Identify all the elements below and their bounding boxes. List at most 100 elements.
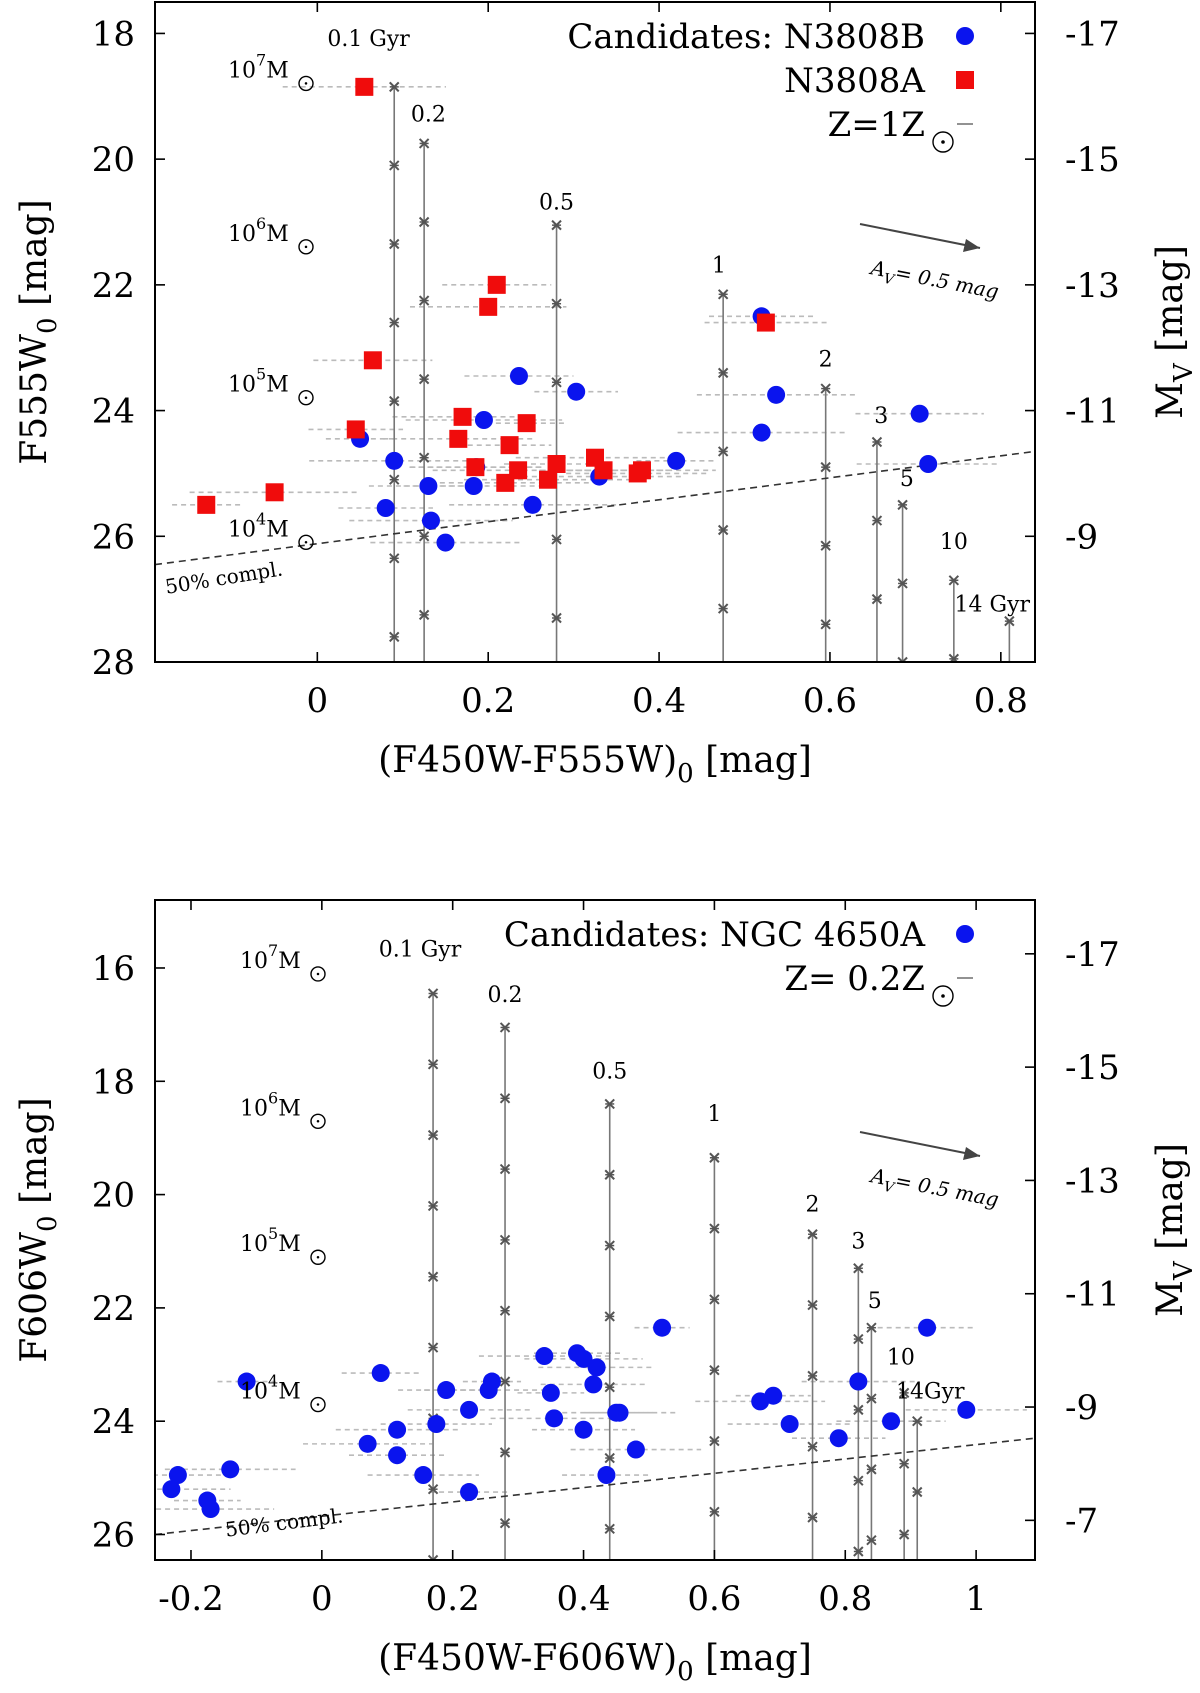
blue-candidate-series [162, 1318, 976, 1519]
legend-entry-label: Z=1Z [828, 105, 925, 145]
completeness-label: 50% compl. [163, 557, 284, 599]
mass-label-sun [310, 1249, 326, 1265]
data-point-circle [829, 1429, 848, 1448]
track-cross-marker [898, 1387, 910, 1399]
data-point-circle [509, 367, 528, 385]
data-point-square [756, 313, 775, 332]
track-age-label: 0.2 [488, 983, 523, 1008]
cross-stroke [431, 1554, 439, 1560]
mass-label-sun-dot [316, 1403, 320, 1406]
mass-label-sun-dot [316, 972, 320, 976]
x-tick-label: 0 [311, 1579, 333, 1619]
data-point-square [509, 461, 528, 480]
mass-label: 107M [228, 50, 289, 83]
track-cross-marker [427, 1554, 439, 1560]
track-cross-marker [871, 593, 883, 605]
y-tick-label: 16 [92, 949, 135, 989]
data-point-circle [419, 477, 438, 495]
data-point-circle [523, 495, 542, 514]
track-cross-marker [897, 578, 908, 589]
track-cross-marker [709, 1365, 720, 1376]
data-point-circle [198, 1491, 217, 1510]
mass-label: 106M [228, 214, 289, 247]
track-cross-marker [551, 298, 562, 309]
x-tick-label: 0.4 [557, 1579, 611, 1619]
y2-tick-label: -13 [1065, 266, 1120, 306]
track-cross-marker [866, 1464, 877, 1475]
y2-tick-label: -7 [1065, 1501, 1098, 1541]
reddening-label: AV= 0.5 mag [866, 1163, 1001, 1217]
track-cross-marker [820, 383, 831, 394]
track-cross-marker [820, 461, 831, 473]
legend-sun-symbol [932, 131, 954, 153]
data-point-square [449, 429, 468, 448]
mass-label-sun-dot [304, 396, 308, 399]
y2-axis-label: MV [mag] [1150, 245, 1199, 419]
y2-tick-label: -17 [1065, 935, 1120, 975]
data-point-square [594, 461, 613, 480]
legend-entry-label: Candidates: NGC 4650A [504, 915, 926, 955]
mass-label-sun [298, 534, 314, 550]
data-point-circle [460, 1483, 479, 1502]
age-tracks [389, 81, 1015, 662]
y-tick-label: 20 [92, 1176, 135, 1216]
legend-entry-label: Candidates: N3808B [567, 17, 925, 57]
top-panel-n3808: 0 0.2 0.4 0.6 0.8 18 20 22 24 26 28 -17 -15 -13 -11 -9 (… [14, 1, 1199, 789]
track-cross-marker [418, 531, 430, 542]
track-cross-marker [418, 609, 430, 621]
track-cross-marker [709, 1294, 720, 1305]
y-tick-label: 22 [92, 266, 135, 306]
data-point-circle [957, 1400, 976, 1419]
track-cross-marker [389, 160, 400, 171]
track-cross-marker [604, 1169, 615, 1180]
y2-tick-label: -9 [1065, 517, 1098, 557]
y-tick-label: 26 [92, 1516, 135, 1556]
data-point-square [265, 483, 284, 502]
x-tick-label: 0 [307, 681, 329, 721]
track-cross-marker [604, 1382, 615, 1393]
y2-tick-label: -9 [1065, 1388, 1098, 1428]
data-point-circle [610, 1403, 629, 1422]
reddening-arrow [859, 223, 981, 249]
track-cross-marker [551, 534, 562, 545]
legend-marker-square [956, 71, 974, 89]
track-cross-marker [717, 289, 729, 300]
y2-tick-label: -15 [1065, 1048, 1120, 1088]
data-point-circle [764, 1386, 783, 1405]
track-cross-marker [427, 1483, 439, 1495]
data-point-circle [474, 411, 493, 429]
track-cross-marker [866, 1534, 877, 1546]
track-cross-marker [853, 1333, 864, 1345]
mass-label: 107M [240, 941, 301, 974]
cross-stroke [897, 656, 904, 662]
data-point-circle [882, 1412, 901, 1431]
track-cross-marker [389, 238, 400, 250]
track-cross-marker [717, 524, 729, 536]
legend-marker-circle [956, 925, 974, 943]
track-cross-marker [389, 553, 400, 564]
track-cross-marker [871, 436, 883, 448]
track-cross-marker [807, 1441, 818, 1452]
data-point-circle [168, 1466, 187, 1485]
data-point-square [487, 275, 506, 294]
track-cross-marker [418, 452, 430, 463]
y-tick-label: 20 [92, 140, 135, 180]
track-age-label: 3 [874, 404, 888, 429]
track-age-label: 10 [940, 530, 968, 555]
y2-axis-label: MV [mag] [1150, 1143, 1199, 1317]
data-point-circle [626, 1440, 645, 1459]
track-cross-marker [604, 1098, 615, 1110]
mass-label: 105M [240, 1224, 301, 1257]
data-point-circle [587, 1358, 606, 1377]
track-cross-marker [604, 1523, 615, 1535]
track-cross-marker [1004, 615, 1015, 627]
track-age-label: 5 [868, 1289, 882, 1314]
red-candidate-series [197, 77, 775, 514]
track-cross-marker [427, 1342, 439, 1353]
mass-label: 104M [228, 509, 289, 542]
data-point-square [197, 495, 216, 514]
track-cross-marker [427, 1059, 439, 1070]
error-bars [172, 86, 1000, 544]
